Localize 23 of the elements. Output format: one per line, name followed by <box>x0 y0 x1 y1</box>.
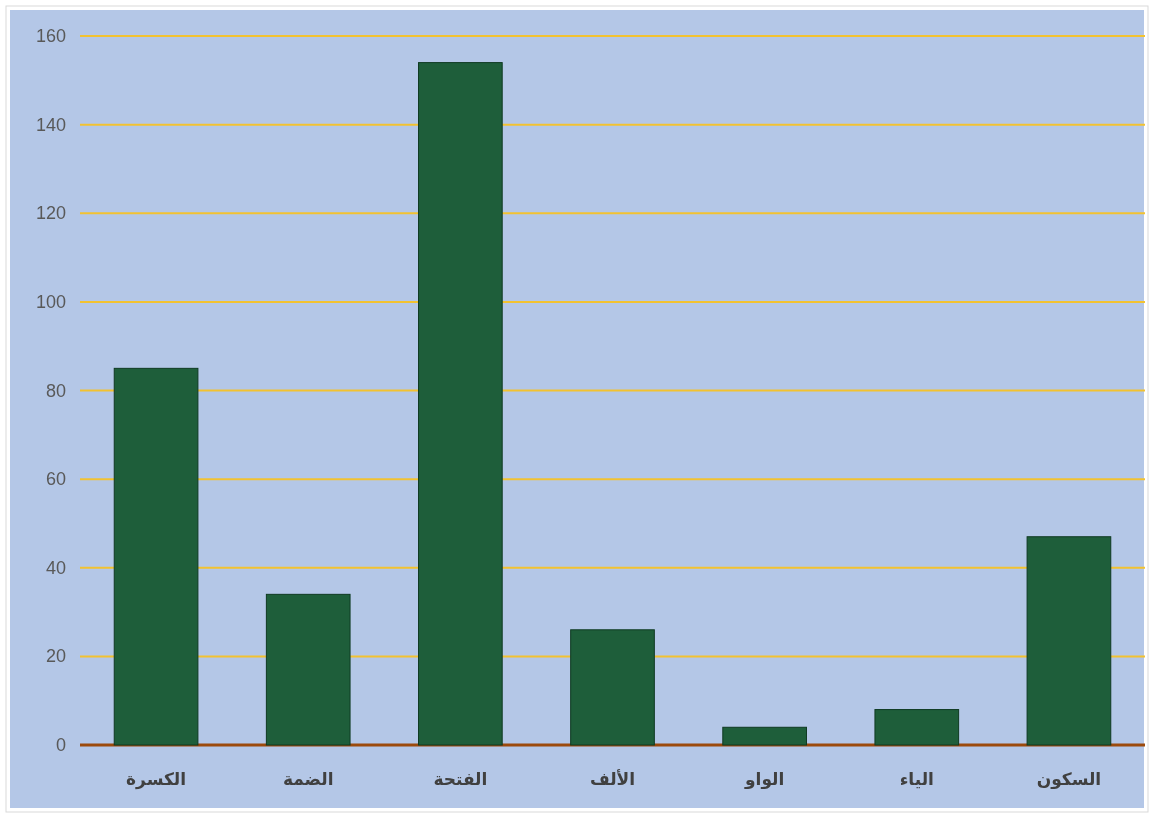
y-tick-label: 160 <box>35 26 66 46</box>
y-tick-label: 60 <box>45 469 66 490</box>
y-tick-label: 20 <box>45 646 66 667</box>
x-tick-label: الواو <box>744 769 785 790</box>
y-tick-label: 120 <box>35 203 66 224</box>
y-tick-label: 80 <box>45 380 66 401</box>
bar <box>113 367 199 746</box>
x-tick-label: الألف <box>589 769 636 789</box>
y-tick-label: 100 <box>35 291 66 312</box>
x-tick-label: السكون <box>1036 769 1102 790</box>
bar <box>1026 536 1112 746</box>
bar <box>874 709 960 746</box>
y-tick-label: 140 <box>35 114 66 135</box>
bar <box>418 62 503 746</box>
x-tick-label: الضمة <box>282 769 334 789</box>
y-tick-label: 0 <box>55 735 66 755</box>
bar <box>722 726 807 746</box>
x-tick-label: الكسرة <box>126 769 187 790</box>
bar <box>265 593 351 746</box>
x-tick-label: الياء <box>899 769 934 789</box>
y-tick-label: 40 <box>45 557 66 578</box>
bar <box>570 629 655 746</box>
x-tick-label: الفتحة <box>433 769 488 789</box>
